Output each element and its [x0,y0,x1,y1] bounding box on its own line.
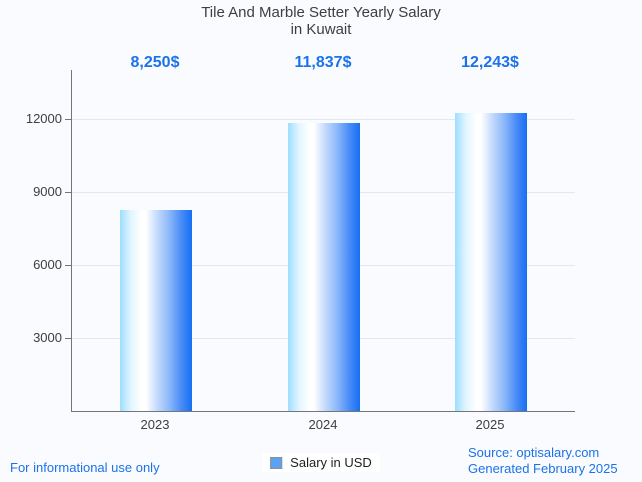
bar-2025 [455,113,527,411]
bar-value-label-2024: 11,837$ [294,54,352,71]
y-tick-mark-3000 [65,338,71,339]
x-axis-label-2025: 2025 [475,417,505,432]
disclaimer-text: For informational use only [10,460,160,475]
chart-title: Tile And Marble Setter Yearly Salary in … [0,4,642,38]
y-axis-label-12000: 12000 [25,111,62,126]
y-tick-mark-9000 [65,192,71,193]
y-tick-mark-6000 [65,265,71,266]
legend: Salary in USD [262,453,380,472]
y-axis-label-3000: 3000 [33,330,62,345]
x-axis-label-2023: 2023 [140,417,170,432]
legend-label: Salary in USD [290,455,372,470]
chart-title-line2: in Kuwait [290,21,352,38]
x-axis-label-2024: 2024 [308,417,338,432]
y-axis-label-6000: 6000 [33,257,62,272]
bar-value-label-2023: 8,250$ [130,54,180,71]
gridline-12000 [72,119,575,120]
plot-area [71,70,575,412]
bar-2024 [288,123,360,411]
generated-text: Generated February 2025 [468,460,618,476]
y-tick-mark-12000 [65,119,71,120]
y-axis-label-9000: 9000 [33,184,62,199]
bar-value-label-2025: 12,243$ [461,54,519,71]
legend-swatch-icon [270,456,283,469]
bar-2023 [120,210,192,411]
chart-title-line1: Tile And Marble Setter Yearly Salary [201,4,441,21]
source-block: Source: optisalary.com Generated Februar… [468,445,618,476]
source-text: Source: optisalary.com [468,445,600,460]
